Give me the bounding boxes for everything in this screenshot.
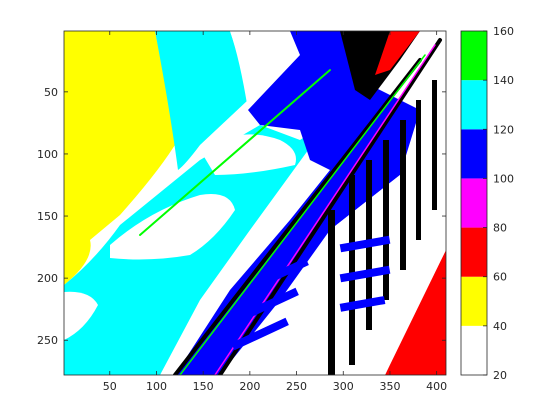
x-axis-ticks: 50 100 150 200 250 300 350 400 [103,31,447,393]
colorbar [460,30,488,376]
x-tick-label: 300 [333,380,354,393]
y-axis-ticks: 50 100 150 200 250 [37,86,446,347]
colorbar-bin [461,227,487,277]
region-open-area-left [64,291,98,340]
region-open-area-upper [230,31,300,110]
colorbar-bin [461,31,487,81]
colorbar-bin [461,276,487,326]
diagonal-rails [139,38,442,375]
colorbar-bin [461,325,487,375]
region-upper-middle-field [155,31,248,170]
x-tick-label: 150 [193,380,214,393]
colorbar-tick-label: 120 [493,123,514,136]
colorbar-ticks: 20 40 60 80 100 120 140 160 [483,25,514,382]
x-tick-label: 250 [286,380,307,393]
region-open-area-center [200,134,296,175]
region-left-field [64,31,178,285]
x-tick-label: 200 [239,380,260,393]
plot-frame [63,30,447,376]
colorbar-tick-label: 160 [493,25,514,38]
colorbar-frame [460,30,488,376]
region-top-right-red [375,31,420,75]
colorbar-tick-label: 60 [493,271,507,284]
region-diagonal-band [175,31,420,375]
colorbar-tick-label: 100 [493,172,514,185]
x-tick-label: 350 [379,380,400,393]
colorbar-bin [461,129,487,179]
colorbar-bin [461,80,487,130]
colorbar-tick-label: 20 [493,369,507,382]
x-tick-label: 100 [146,380,167,393]
region-open-area-lower [110,194,235,260]
x-tick-label: 400 [426,380,447,393]
x-tick-label: 50 [103,380,117,393]
y-tick-label: 50 [44,86,58,99]
y-tick-label: 150 [37,210,58,223]
colorbar-bin [461,178,487,228]
blue-stripes [231,235,391,351]
y-tick-label: 250 [37,334,58,347]
colorbar-tick-label: 40 [493,320,507,333]
heatmap-image [64,31,446,375]
colorbar-tick-label: 80 [493,222,507,235]
colorbar-tick-label: 140 [493,74,514,87]
y-tick-label: 200 [37,272,58,285]
y-tick-label: 100 [37,148,58,161]
